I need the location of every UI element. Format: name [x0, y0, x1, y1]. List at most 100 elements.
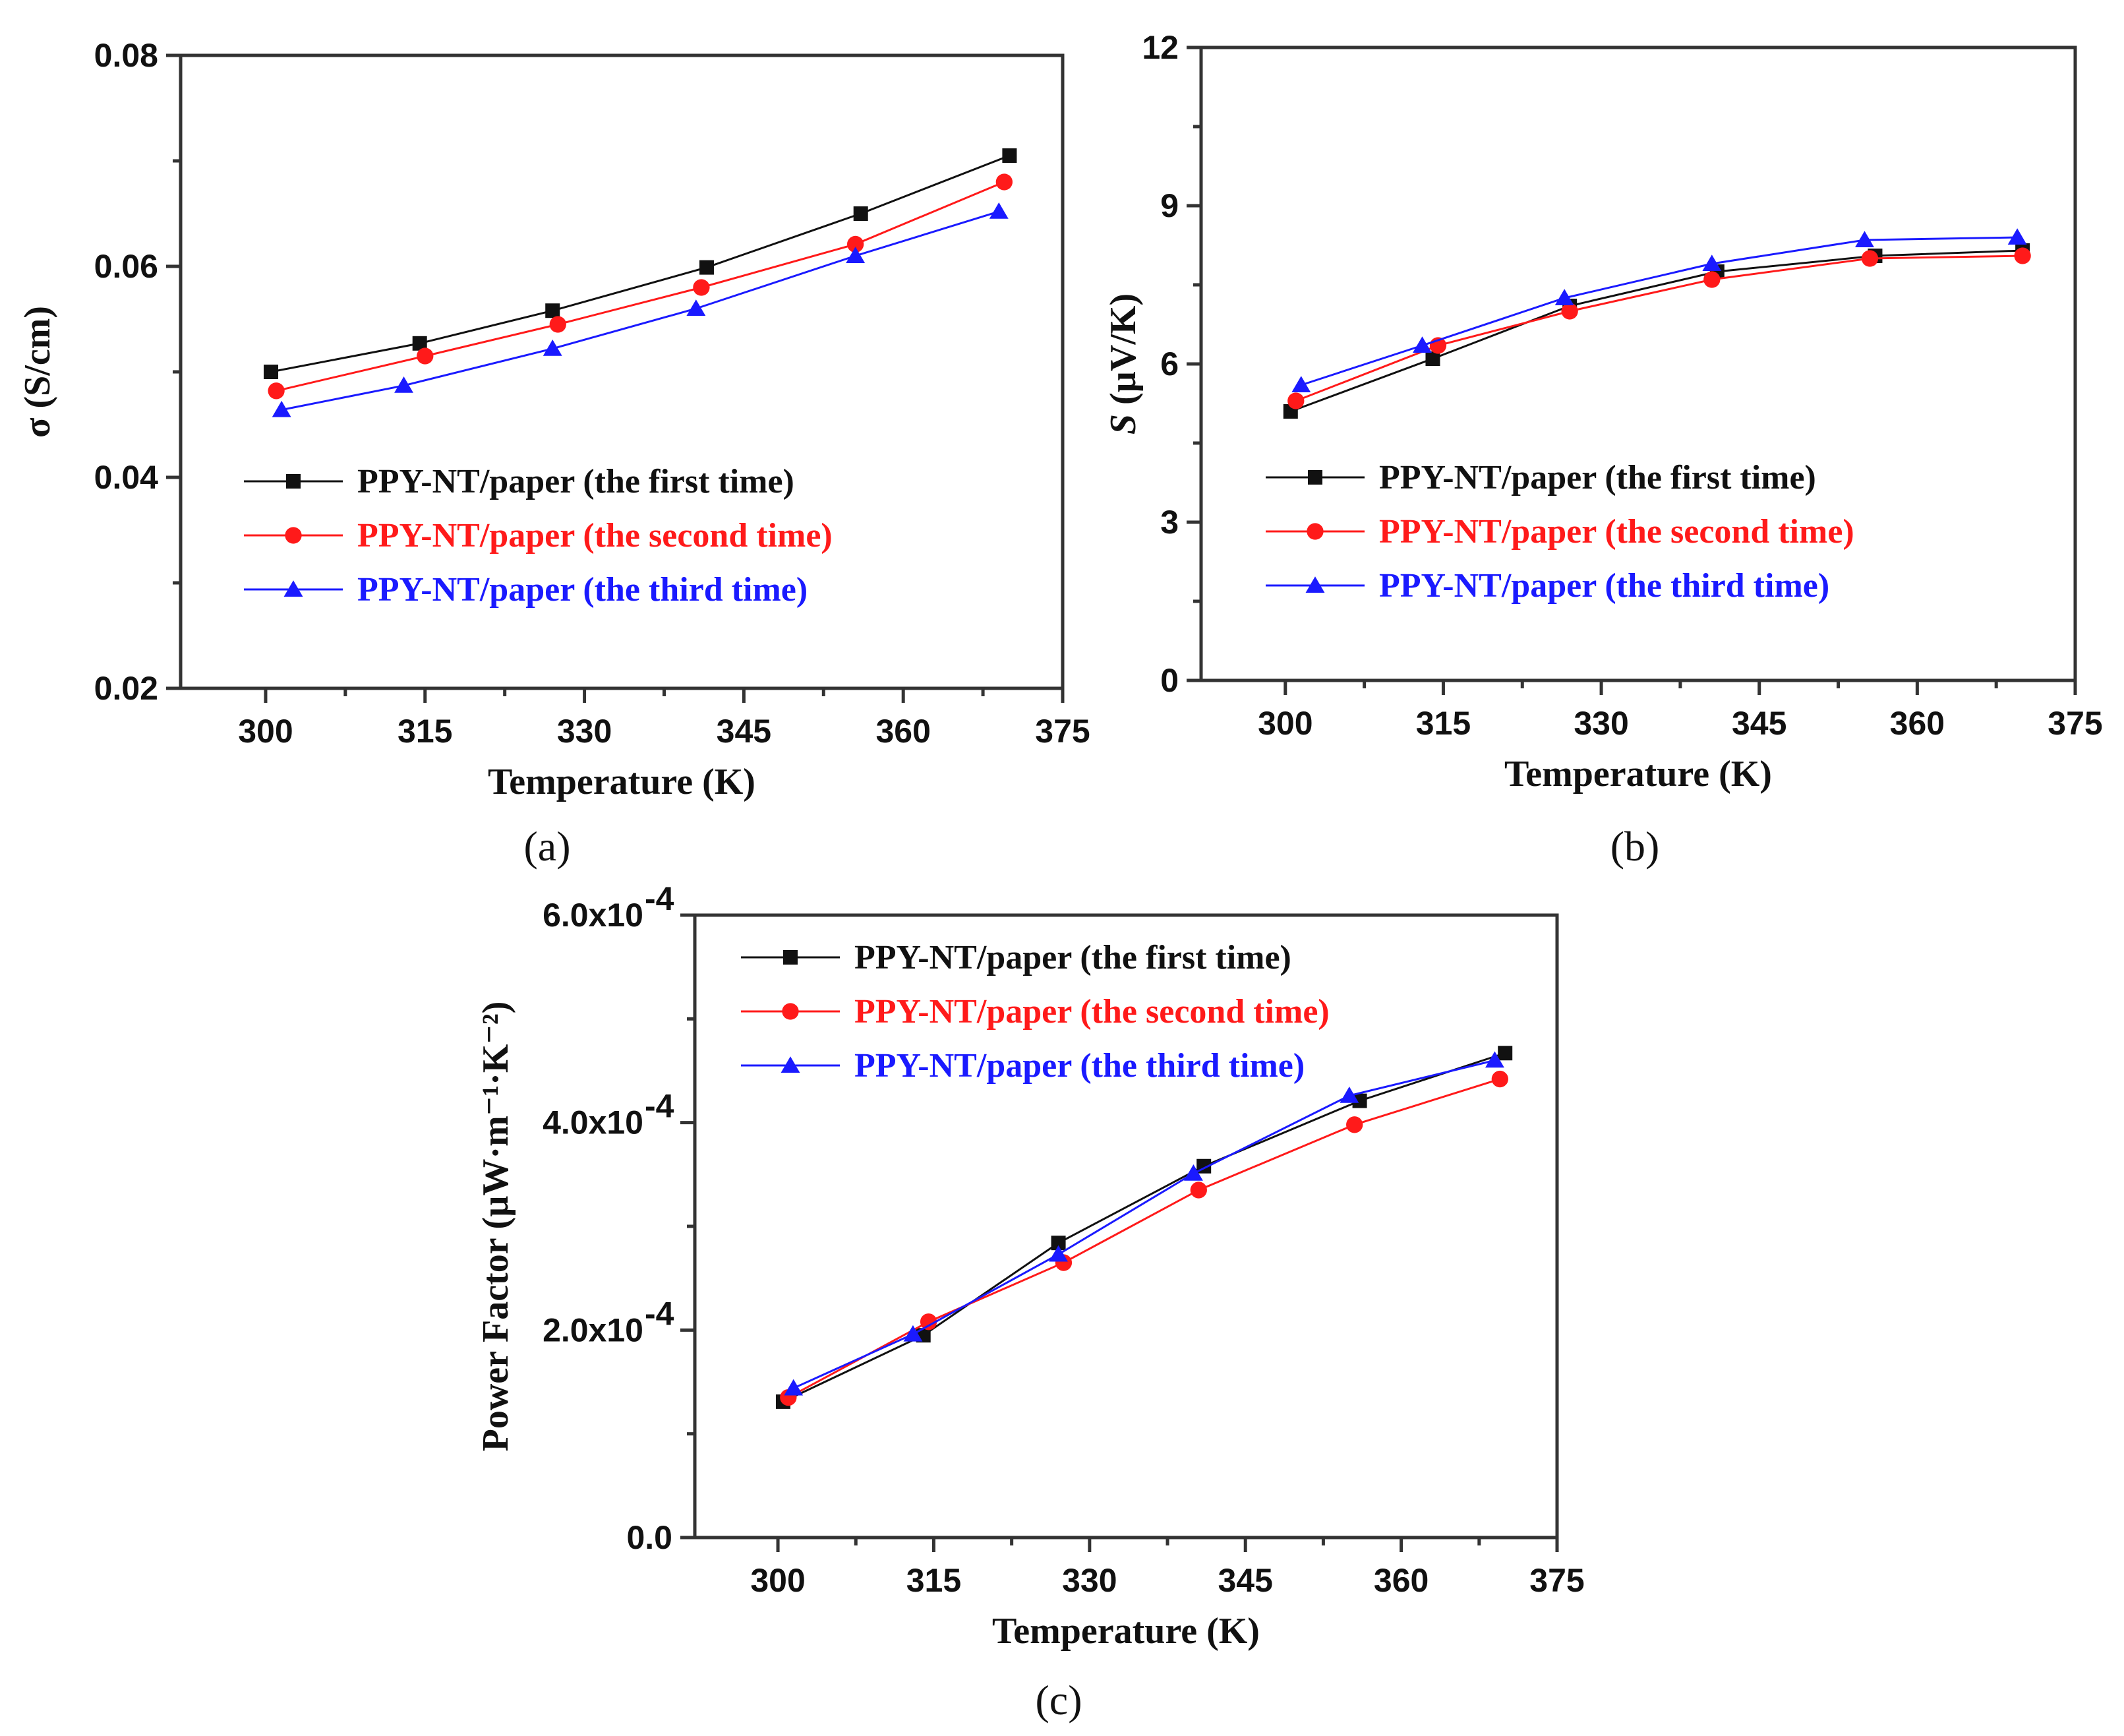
data-point [543, 340, 562, 356]
x-tick-label: 360 [1374, 1562, 1429, 1599]
data-point [272, 400, 291, 417]
data-point [1425, 351, 1440, 366]
y-axis-title: σ (S/cm) [17, 306, 58, 438]
series-1 [1283, 243, 2030, 419]
y-tick-label: 6 [1160, 345, 1179, 382]
legend-marker [1305, 576, 1325, 593]
data-point [1051, 1236, 1066, 1251]
legend-label: PPY-NT/paper (the third time) [854, 1047, 1305, 1085]
legend: PPY-NT/paper (the first time) PPY-NT/pape… [741, 939, 1330, 1085]
data-point [989, 202, 1009, 219]
x-tick-label: 360 [875, 713, 930, 750]
data-point [1855, 231, 1874, 247]
x-tick-label: 360 [1890, 705, 1945, 742]
x-tick-label: 375 [1529, 1562, 1584, 1599]
data-point [903, 1325, 923, 1342]
data-point [1352, 1093, 1367, 1108]
data-point [1491, 1070, 1508, 1088]
y-tick-label: 0.04 [94, 459, 159, 496]
data-point [1554, 289, 1574, 305]
legend: PPY-NT/paper (the first time) PPY-NT/pape… [1266, 459, 1854, 605]
y-tick-label: 0.08 [94, 37, 158, 74]
series-1 [775, 1046, 1513, 1409]
x-axis-title: Temperature (K) [1504, 754, 1772, 794]
legend-marker [285, 527, 302, 544]
data-point [268, 382, 285, 400]
x-tick-label: 315 [1416, 705, 1471, 742]
data-point [2007, 228, 2027, 245]
legend-marker [781, 1056, 800, 1073]
y-axis-title: Power Factor (µW·m⁻¹·K⁻²) [475, 1002, 516, 1452]
data-point [995, 173, 1013, 191]
data-point [1183, 1164, 1203, 1181]
legend-label: PPY-NT/paper (the second time) [1379, 513, 1854, 551]
data-point [545, 303, 560, 318]
data-point [1561, 303, 1578, 320]
series-3 [1291, 228, 2027, 392]
y-tick-label: 3 [1160, 504, 1179, 541]
y-tick-exponent: -4 [645, 1088, 674, 1125]
data-point [412, 336, 427, 351]
legend-marker [783, 950, 798, 965]
data-point [847, 235, 864, 253]
data-point [1498, 1046, 1513, 1061]
x-axis-title: Temperature (K) [992, 1611, 1260, 1652]
data-point [417, 347, 434, 365]
y-tick-label: 0.0 [626, 1519, 672, 1556]
legend-label: PPY-NT/paper (the second time) [357, 517, 833, 554]
legend-label: PPY-NT/paper (the first time) [854, 939, 1291, 976]
panel-caption: (b) [1610, 823, 1660, 870]
legend-label: PPY-NT/paper (the third time) [1379, 567, 1829, 605]
legend-marker [286, 474, 301, 489]
y-tick-label: 6.0x10 [543, 897, 643, 934]
legend-marker [1307, 523, 1324, 540]
data-point [1861, 250, 1879, 267]
data-point [1346, 1116, 1363, 1133]
data-point [784, 1379, 804, 1396]
y-tick-exponent: -4 [645, 1295, 674, 1332]
series-line [1290, 249, 2023, 413]
series-line [782, 1052, 1506, 1403]
y-axis-title-rest: (µV/K) [1103, 293, 1144, 414]
x-tick-label: 345 [1218, 1562, 1273, 1599]
panel-caption: (a) [523, 823, 570, 870]
y-tick-label: 4.0x10 [543, 1104, 643, 1141]
series-2 [268, 173, 1013, 400]
data-point [1190, 1182, 1207, 1199]
series-3 [784, 1051, 1504, 1396]
series-line [281, 210, 999, 411]
y-axis-title: S (µV/K) [1103, 293, 1144, 434]
series-1 [264, 148, 1017, 379]
data-point [686, 299, 706, 316]
x-tick-label: 330 [1574, 705, 1628, 742]
data-point [264, 365, 279, 379]
legend-label: PPY-NT/paper (the second time) [854, 993, 1330, 1031]
series-3 [272, 202, 1009, 417]
data-point [1340, 1087, 1359, 1103]
series-line [270, 154, 1010, 373]
x-tick-label: 300 [238, 713, 293, 750]
y-tick-exponent: -4 [645, 880, 674, 917]
y-tick-label: 0.06 [94, 248, 158, 285]
data-point [549, 316, 566, 333]
y-tick-label: 0 [1160, 662, 1179, 699]
y-tick-label: 9 [1160, 187, 1179, 224]
legend-label: PPY-NT/paper (the third time) [357, 571, 808, 609]
legend: PPY-NT/paper (the first time) PPY-NT/pape… [244, 463, 833, 609]
x-tick-label: 330 [1062, 1562, 1117, 1599]
legend-marker [283, 580, 303, 597]
series-2 [780, 1070, 1508, 1406]
chart-panel-a: 300 315 330 345 360 375 0.02 0.04 0.06 0.08 Temper… [17, 37, 1090, 870]
series-line [1295, 254, 2023, 402]
data-point [699, 260, 714, 275]
series-line [788, 1078, 1500, 1398]
x-axis-title: Temperature (K) [488, 762, 755, 802]
legend-label: PPY-NT/paper (the first time) [357, 463, 794, 500]
data-point [1287, 392, 1305, 409]
x-tick-label: 345 [1732, 705, 1786, 742]
data-point [394, 376, 413, 393]
series-line [276, 181, 1005, 392]
data-point [1413, 336, 1432, 353]
x-tick-label: 375 [1035, 713, 1090, 750]
